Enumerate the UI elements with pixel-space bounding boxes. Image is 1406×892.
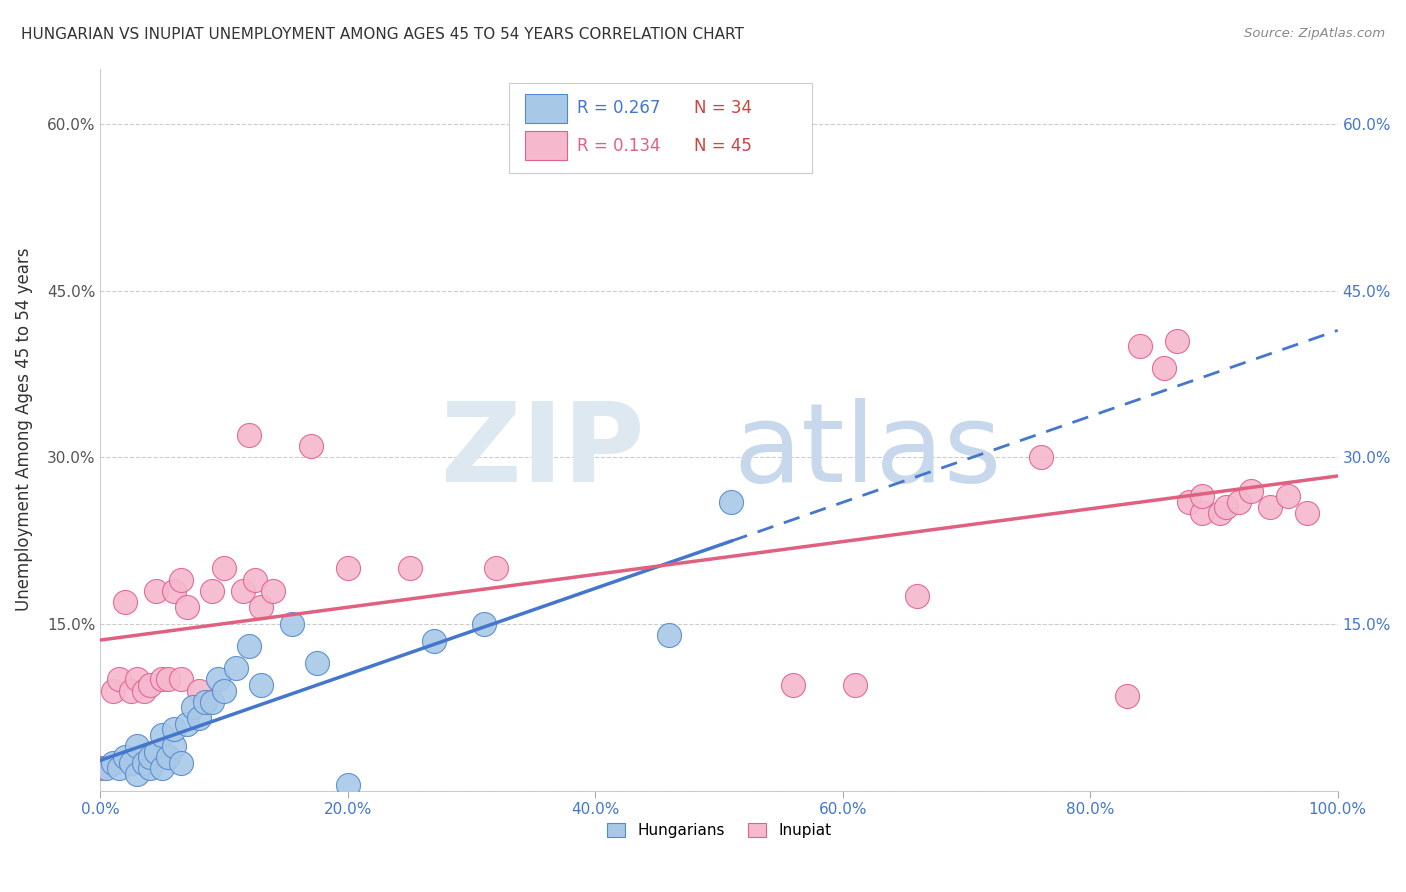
Point [1029,450,1052,465]
Point [201,583,224,598]
Point [472,616,495,631]
Point [398,561,420,575]
Point [120,683,142,698]
Point [299,439,322,453]
Point [139,750,162,764]
Point [1116,689,1139,703]
Text: atlas: atlas [733,398,1001,505]
Point [89,761,111,775]
Text: R = 0.267: R = 0.267 [576,99,659,117]
Point [139,678,162,692]
Point [1215,500,1237,515]
Point [150,761,173,775]
FancyBboxPatch shape [524,131,567,161]
Point [305,656,328,670]
Point [176,600,198,615]
Point [844,678,866,692]
Point [132,683,155,698]
Point [1166,334,1188,348]
Point [232,583,254,598]
Point [658,628,681,642]
Point [101,683,124,698]
Text: N = 45: N = 45 [695,136,752,155]
Text: N = 34: N = 34 [695,99,752,117]
Point [238,428,260,442]
Point [905,589,928,603]
Text: ZIP: ZIP [441,398,645,505]
Point [1191,489,1213,503]
Point [207,673,229,687]
Point [1295,506,1317,520]
Point [127,739,149,753]
Point [139,761,162,775]
Point [163,739,186,753]
Point [782,678,804,692]
Point [201,695,224,709]
Point [336,778,359,792]
Point [150,728,173,742]
Text: HUNGARIAN VS INUPIAT UNEMPLOYMENT AMONG AGES 45 TO 54 YEARS CORRELATION CHART: HUNGARIAN VS INUPIAT UNEMPLOYMENT AMONG … [21,27,744,42]
Point [238,639,260,653]
Point [1258,500,1281,515]
Point [1153,361,1175,376]
Point [188,711,211,725]
Point [120,756,142,770]
Legend: Hungarians, Inupiat: Hungarians, Inupiat [600,817,838,845]
Point [127,673,149,687]
Point [281,616,304,631]
Point [145,583,167,598]
Point [114,595,136,609]
Point [1240,483,1263,498]
Point [1277,489,1299,503]
FancyBboxPatch shape [509,83,811,173]
Point [96,761,118,775]
Point [263,583,285,598]
Point [1191,506,1213,520]
Point [336,561,359,575]
Point [157,750,180,764]
Point [101,756,124,770]
Point [176,717,198,731]
Point [150,673,173,687]
Point [720,495,742,509]
Point [108,761,131,775]
Point [127,767,149,781]
Point [212,561,235,575]
Point [423,633,446,648]
Point [181,700,204,714]
Point [188,683,211,698]
Point [163,723,186,737]
Point [114,750,136,764]
Point [250,600,273,615]
Point [145,745,167,759]
Text: R = 0.134: R = 0.134 [576,136,661,155]
Point [132,756,155,770]
Point [243,573,266,587]
Point [1129,339,1152,353]
Point [250,678,273,692]
Point [170,673,193,687]
Point [163,583,186,598]
Point [170,756,193,770]
Point [212,683,235,698]
FancyBboxPatch shape [524,94,567,123]
Point [157,673,180,687]
Y-axis label: Unemployment Among Ages 45 to 54 years: Unemployment Among Ages 45 to 54 years [15,248,32,611]
Point [108,673,131,687]
Point [1209,506,1232,520]
Point [1227,495,1250,509]
Point [225,661,247,675]
Point [485,561,508,575]
Point [170,573,193,587]
Point [1178,495,1201,509]
Text: Source: ZipAtlas.com: Source: ZipAtlas.com [1244,27,1385,40]
Point [194,695,217,709]
